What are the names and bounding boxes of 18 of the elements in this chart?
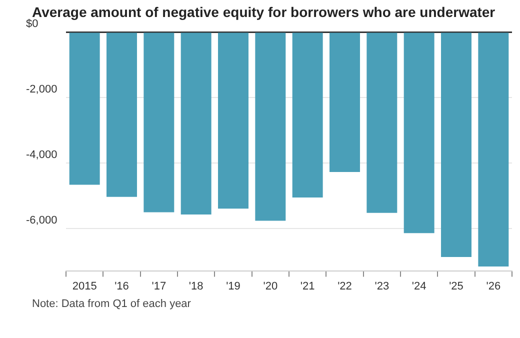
x-tick-label: '25: [449, 280, 464, 292]
x-tick-label: '18: [188, 280, 204, 292]
y-tick-label: $0: [26, 18, 38, 30]
x-tick-label: '20: [263, 280, 278, 292]
text: Note: Data from Q1 of each year: [32, 298, 191, 310]
x-tick-label: '16: [114, 280, 129, 292]
y-tick-label: -2,000: [26, 83, 58, 96]
x-tick-label: '19: [226, 280, 240, 292]
x-tick-label: '24: [412, 280, 426, 292]
x-tick-label: '26: [486, 280, 501, 292]
y-tick-label: -6,000: [26, 214, 58, 226]
chart-title: Average amount of negative equity for borrowers who are underwater: [32, 4, 496, 20]
x-tick-label: '17: [152, 280, 166, 292]
x-tick-label: '23: [374, 280, 390, 292]
x-tick-label: 2015: [72, 280, 97, 292]
x-tick-label: '22: [338, 280, 352, 292]
x-tick-label: '21: [300, 280, 315, 292]
y-tick-label: -4,000: [26, 148, 58, 161]
